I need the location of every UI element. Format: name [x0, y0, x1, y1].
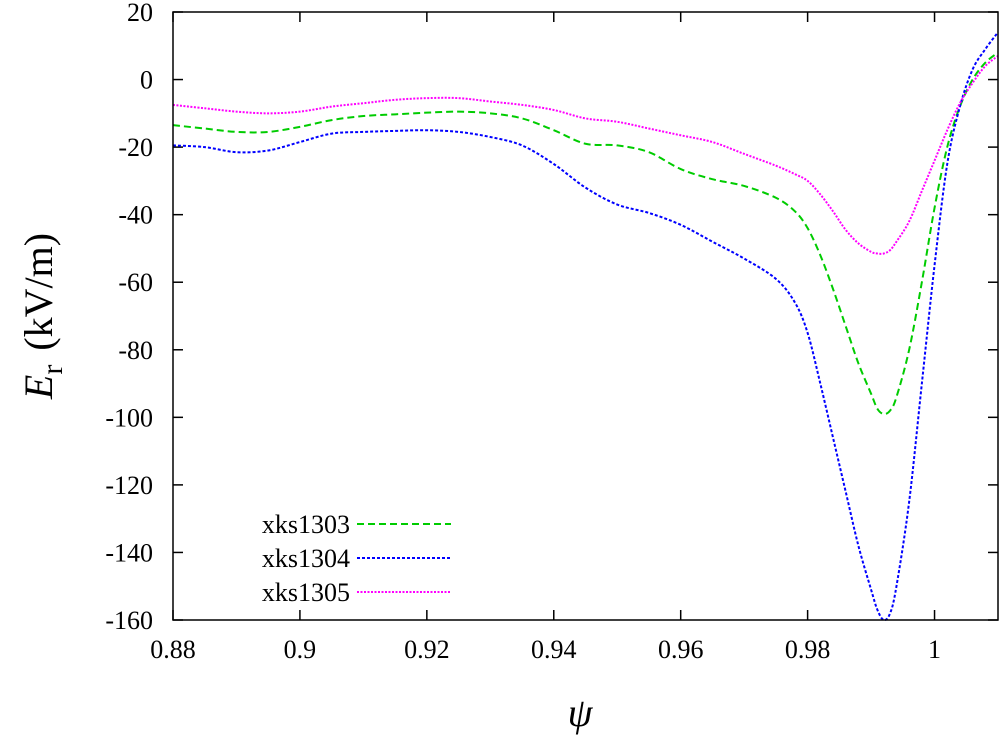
y-tick-label: -20 [118, 133, 153, 162]
y-axis-title: Er (kV/m) [16, 233, 69, 400]
y-tick-label: 20 [127, 0, 153, 27]
series-line-xks1304 [172, 31, 999, 622]
y-tick-label: -80 [118, 336, 153, 365]
series-line-xks1305 [172, 55, 999, 255]
y-tick-label: 0 [140, 66, 153, 95]
x-tick-label: 0.94 [531, 635, 577, 664]
y-tick-label: -120 [105, 471, 153, 500]
axis-ticks [172, 11, 998, 621]
series-layer [172, 31, 999, 622]
x-tick-label: 0.88 [150, 635, 196, 664]
plot-frame [172, 11, 999, 621]
y-tick-label: -40 [118, 201, 153, 230]
y-axis-title-subscript: r [36, 365, 69, 375]
x-tick-label: 0.98 [785, 635, 831, 664]
svg-text:Er(kV/m): Er (kV/m) [16, 233, 69, 400]
y-axis-title-symbol: E [16, 375, 61, 400]
x-axis-title: ψ [568, 690, 594, 735]
legend-label-xks1303: xks1303 [262, 510, 350, 539]
y-tick-label: -160 [105, 606, 153, 635]
y-tick-label: -60 [118, 268, 153, 297]
y-tick-label: -140 [105, 538, 153, 567]
legend-label-xks1304: xks1304 [262, 544, 350, 573]
y-tick-label: -100 [105, 403, 153, 432]
x-tick-label: 1 [928, 635, 941, 664]
x-tick-label: 0.92 [404, 635, 450, 664]
tick-labels: 0.88 0.9 0.92 0.94 0.96 0.98 1 20 0 -20 -40 -60 -80 -… [105, 0, 941, 664]
legend-label-xks1305: xks1305 [262, 578, 350, 607]
legend: xks1303 xks1304 xks1305 [262, 510, 451, 607]
x-tick-label: 0.96 [658, 635, 704, 664]
x-tick-label: 0.9 [284, 635, 317, 664]
series-line-xks1303 [172, 51, 999, 416]
y-axis-title-unit: (kV/m) [16, 233, 61, 351]
